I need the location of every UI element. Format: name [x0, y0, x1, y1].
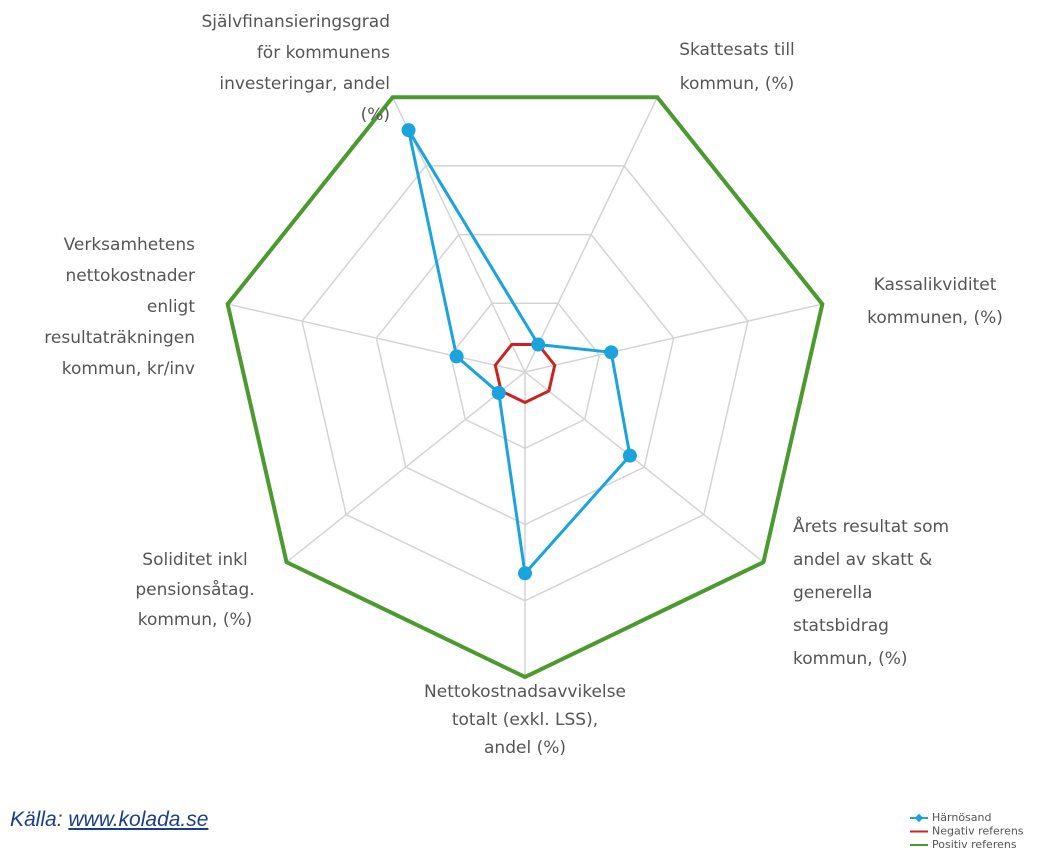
axis-label: nettokostnader: [65, 266, 195, 286]
data-point: [622, 448, 637, 463]
grid-ring: [301, 165, 749, 602]
data-point: [604, 345, 619, 360]
axis-label: Årets resultat som: [793, 515, 949, 537]
series-line: [225, 95, 825, 680]
series-line: [407, 129, 632, 577]
grid-ring: [449, 302, 601, 450]
axis-label: investeringar, andel: [219, 74, 390, 94]
axis-label: andel av skatt &: [793, 550, 932, 570]
axis-label: Skattesats till: [679, 40, 795, 60]
legend-label: Positiv referens: [932, 838, 1017, 851]
axis-label: kommun, (%): [138, 610, 253, 630]
axis-label: statsbidrag: [793, 616, 889, 636]
source-link[interactable]: www.kolada.se: [68, 808, 209, 831]
axis-label: pensionsåtag.: [135, 579, 254, 600]
legend-marker: [914, 813, 924, 823]
legend-label: Negativ referens: [932, 825, 1024, 838]
data-point: [491, 385, 506, 400]
axis-label: kommun, (%): [680, 74, 795, 94]
axis-label: totalt (exkl. LSS),: [452, 710, 598, 730]
axis-label: kommunen, (%): [867, 308, 1003, 328]
axis-label: Självfinansieringsgrad: [201, 12, 390, 32]
source: Källa: www.kolada.se: [10, 808, 208, 832]
data-point: [531, 337, 546, 352]
axis-label: Nettokostnadsavvikelse: [424, 682, 626, 702]
grid-ring: [375, 233, 675, 526]
axis-label: Soliditet inkl: [142, 550, 247, 570]
axis-label: resultaträkningen: [44, 328, 195, 348]
axis-label: andel (%): [484, 738, 566, 758]
legend-label: Härnösand: [932, 811, 991, 824]
data-point: [401, 123, 416, 138]
series-line: [493, 343, 557, 405]
axis-label: för kommunens: [257, 43, 390, 63]
axis-label: generella: [793, 583, 872, 603]
data-point: [449, 349, 464, 364]
axis-label: enligt: [147, 297, 195, 317]
axis-label: kommun, kr/inv: [62, 359, 195, 379]
axis-label: Verksamhetens: [64, 235, 196, 255]
axis-label: (%): [361, 105, 390, 125]
axis-label: kommun, (%): [793, 649, 908, 669]
source-prefix: Källa:: [10, 808, 63, 831]
axis-label: Kassalikviditet: [874, 275, 997, 295]
data-point: [518, 566, 532, 581]
